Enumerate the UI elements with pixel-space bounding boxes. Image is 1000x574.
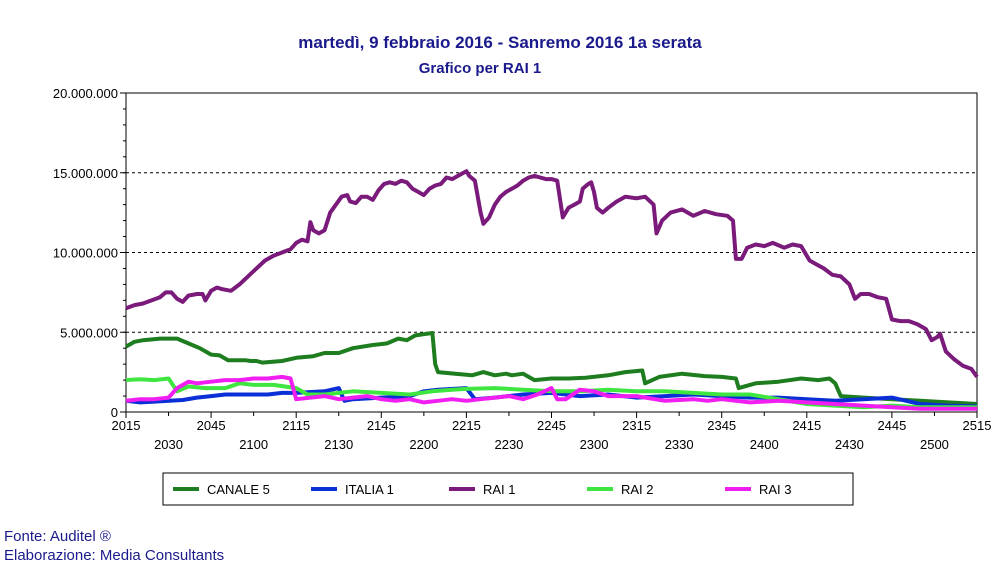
x-tick-label: 2015 <box>112 418 141 433</box>
grid-lines <box>126 172 977 333</box>
source-elaborazione: Elaborazione: Media Consultants <box>4 547 225 564</box>
x-tick-label: 2130 <box>324 437 353 452</box>
y-tick-label: 5.000.000 <box>60 325 118 340</box>
x-tick-label: 2115 <box>282 418 310 433</box>
y-tick-label: 0 <box>111 405 118 420</box>
axes: 0 5.000.000 10.000.000 15.000.000 20.000.000… <box>53 86 992 452</box>
series-lines <box>125 169 979 411</box>
y-tick-label: 10.000.000 <box>53 246 118 261</box>
x-tick-label: 2500 <box>920 437 949 452</box>
series-line-canale-5 <box>125 331 978 406</box>
legend-label: ITALIA 1 <box>345 482 394 497</box>
series-line-rai-1 <box>125 169 979 379</box>
plot-frame <box>125 92 978 413</box>
chart-subtitle: Grafico per RAI 1 <box>419 60 542 77</box>
x-tick-label: 2430 <box>835 437 864 452</box>
x-tick-label: 2330 <box>665 437 694 452</box>
x-tick-label: 2100 <box>239 437 268 452</box>
x-tick-label: 2230 <box>494 437 523 452</box>
x-tick-label: 2315 <box>622 418 651 433</box>
x-tick-label: 2145 <box>367 418 396 433</box>
x-tick-label: 2030 <box>154 437 183 452</box>
x-tick-label: 2045 <box>197 418 226 433</box>
x-tick-label: 2515 <box>963 418 992 433</box>
x-tick-label: 2200 <box>409 437 438 452</box>
y-tick-label: 20.000.000 <box>53 86 118 101</box>
x-tick-label: 2400 <box>750 437 779 452</box>
legend-label: RAI 3 <box>759 482 792 497</box>
x-tick-label: 2415 <box>792 418 821 433</box>
x-tick-label: 2445 <box>877 418 906 433</box>
legend-label: RAI 1 <box>483 482 516 497</box>
legend-label: RAI 2 <box>621 482 654 497</box>
x-tick-label: 2215 <box>452 418 481 433</box>
series-line-italia-1 <box>125 386 978 409</box>
legend: CANALE 5 ITALIA 1 RAI 1 RAI 2 RAI 3 <box>162 472 854 506</box>
legend-label: CANALE 5 <box>207 482 270 497</box>
x-tick-label: 2345 <box>707 418 736 433</box>
y-tick-label: 15.000.000 <box>53 166 118 181</box>
chart-title: martedì, 9 febbraio 2016 - Sanremo 2016 … <box>298 33 702 52</box>
x-tick-label: 2300 <box>580 437 609 452</box>
source-fonte: Fonte: Auditel ® <box>4 528 111 545</box>
x-tick-label: 2245 <box>537 418 566 433</box>
series-line-rai-3 <box>125 374 977 411</box>
